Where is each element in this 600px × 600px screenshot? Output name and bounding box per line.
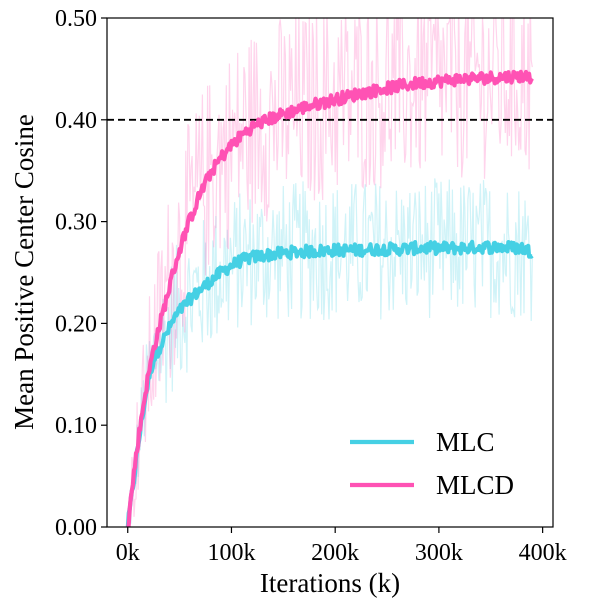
- y-axis: 0.00 0.10 0.20 0.30 0.40 0.50: [55, 6, 107, 541]
- raw-series-mlc: [127, 178, 533, 524]
- x-axis-title: Iterations (k): [260, 568, 400, 598]
- series-lines: [125, 69, 534, 527]
- legend: MLC MLCD: [350, 427, 514, 500]
- series-line-mlcd: [126, 69, 534, 527]
- series-line-mlc: [125, 239, 534, 527]
- legend-label-mlcd: MLCD: [436, 470, 514, 500]
- y-tick-label: 0.20: [55, 311, 97, 337]
- y-axis-title: Mean Positive Center Cosine: [9, 114, 39, 430]
- x-axis: 0k 100k 200k 300k 400k: [116, 527, 567, 566]
- legend-label-mlc: MLC: [436, 427, 495, 457]
- x-tick-label: 100k: [207, 540, 255, 566]
- y-tick-label: 0.40: [55, 108, 97, 134]
- noise-bands: [127, 18, 533, 527]
- x-tick-label: 0k: [116, 540, 140, 566]
- y-tick-label: 0.30: [55, 210, 97, 236]
- x-tick-label: 400k: [519, 540, 567, 566]
- plot-frame: [106, 17, 554, 528]
- x-tick-label: 300k: [415, 540, 463, 566]
- y-tick-label: 0.00: [55, 515, 97, 541]
- x-tick-label: 200k: [311, 540, 359, 566]
- raw-series-mlcd: [127, 18, 533, 527]
- y-tick-label: 0.10: [55, 413, 97, 439]
- y-tick-label: 0.50: [55, 6, 97, 32]
